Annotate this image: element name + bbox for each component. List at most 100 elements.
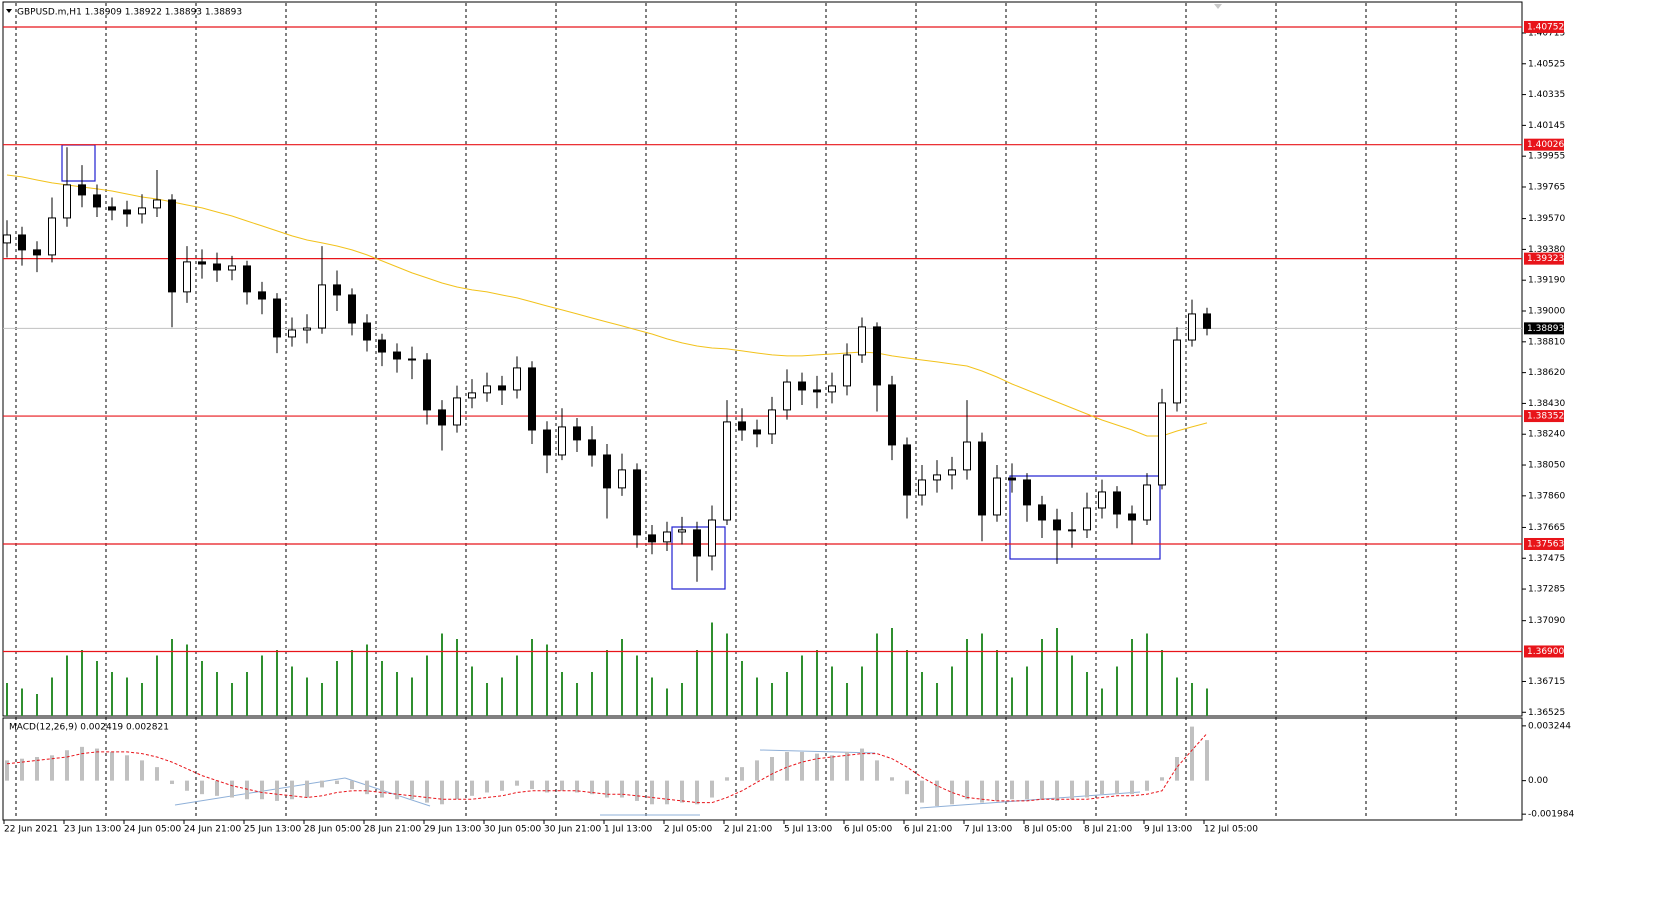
candle-body bbox=[3, 234, 11, 244]
volume-bar bbox=[681, 683, 683, 716]
y-tick-label: 0.00 bbox=[1528, 776, 1548, 786]
candle-body bbox=[1053, 519, 1061, 531]
macd-bar bbox=[530, 780, 534, 790]
volume-bar bbox=[771, 683, 773, 716]
candle-body bbox=[1083, 507, 1091, 531]
macd-title: MACD(12,26,9) 0.002419 0.002821 bbox=[9, 723, 169, 733]
level-label-bg bbox=[1524, 645, 1564, 658]
macd-bar bbox=[35, 757, 39, 781]
y-tick-label: 1.37860 bbox=[1528, 491, 1565, 501]
volume-bar bbox=[366, 644, 368, 716]
volume-bar bbox=[426, 655, 428, 716]
candle-body bbox=[888, 384, 896, 446]
level-label-bg bbox=[1524, 252, 1564, 265]
candle-body bbox=[783, 381, 791, 411]
candle-body bbox=[108, 206, 116, 211]
candle-body bbox=[18, 234, 26, 251]
macd-bar bbox=[560, 780, 564, 791]
y-tick-label: 1.40525 bbox=[1528, 59, 1565, 69]
y-tick-label: 1.40145 bbox=[1528, 121, 1565, 131]
candle-body bbox=[168, 199, 176, 293]
volume-bar bbox=[1206, 688, 1208, 716]
macd-bar bbox=[200, 780, 204, 795]
candle-body bbox=[1038, 504, 1046, 521]
volume-bar bbox=[936, 683, 938, 716]
volume-bar bbox=[1131, 639, 1133, 716]
macd-bar bbox=[455, 780, 459, 800]
volume-bar bbox=[276, 650, 278, 716]
volume-bar bbox=[201, 661, 203, 716]
candle-body bbox=[678, 529, 686, 533]
y-tick-label: 1.37090 bbox=[1528, 616, 1565, 626]
candle-body bbox=[198, 261, 206, 265]
candle-body bbox=[153, 199, 161, 209]
volume-bar bbox=[171, 639, 173, 716]
macd-bar bbox=[785, 751, 789, 781]
volume-bar bbox=[96, 661, 98, 716]
level-label: 1.40026 bbox=[1527, 140, 1564, 150]
candle-body bbox=[138, 207, 146, 215]
macd-bar bbox=[350, 780, 354, 790]
candle-body bbox=[303, 327, 311, 331]
candle-body bbox=[483, 385, 491, 394]
candle-body bbox=[363, 322, 371, 341]
volume-bar bbox=[531, 639, 533, 716]
menu-arrow[interactable] bbox=[6, 9, 12, 13]
volume-bar bbox=[921, 672, 923, 716]
macd-bar bbox=[125, 755, 129, 781]
macd-bar bbox=[995, 780, 999, 801]
volume-bar bbox=[981, 633, 983, 716]
candle-body bbox=[348, 294, 356, 324]
macd-bar bbox=[815, 753, 819, 781]
macd-bar bbox=[215, 780, 219, 796]
chart-title: GBPUSD.m,H1 1.38909 1.38922 1.38893 1.38… bbox=[17, 8, 242, 18]
macd-bar bbox=[545, 780, 549, 793]
volume-bar bbox=[36, 694, 38, 716]
volume-bar bbox=[666, 688, 668, 716]
level-label: 1.37563 bbox=[1527, 539, 1564, 549]
volume-bar bbox=[891, 628, 893, 716]
macd-bar bbox=[290, 780, 294, 800]
volume-bar bbox=[696, 650, 698, 716]
volume-bar bbox=[441, 633, 443, 716]
candle-body bbox=[543, 429, 551, 456]
macd-bar bbox=[1085, 780, 1089, 798]
candle-body bbox=[768, 409, 776, 435]
candle-body bbox=[753, 429, 761, 435]
macd-bar bbox=[1115, 780, 1119, 795]
macd-bar bbox=[335, 780, 339, 785]
macd-bar bbox=[950, 780, 954, 805]
candle-body bbox=[453, 397, 461, 426]
x-tick-label: 23 Jun 13:00 bbox=[64, 825, 121, 835]
macd-bar bbox=[680, 780, 684, 803]
volume-bar bbox=[876, 633, 878, 716]
level-label-bg bbox=[1524, 410, 1564, 423]
volume-bar bbox=[111, 672, 113, 716]
volume-bar bbox=[756, 677, 758, 716]
volume-bar bbox=[816, 650, 818, 716]
candle-body bbox=[78, 184, 86, 196]
volume-bar bbox=[51, 677, 53, 716]
volume-bar bbox=[606, 650, 608, 716]
candle-body bbox=[408, 358, 416, 361]
macd-bar bbox=[860, 748, 864, 781]
volume-bar bbox=[471, 666, 473, 716]
x-tick-label: 8 Jul 05:00 bbox=[1024, 825, 1073, 835]
candle-body bbox=[558, 426, 566, 456]
y-tick-label: 1.38810 bbox=[1528, 337, 1565, 347]
candle-body bbox=[318, 284, 326, 329]
macd-bar bbox=[665, 780, 669, 805]
candle-body bbox=[438, 409, 446, 426]
main-pane bbox=[2, 1, 1523, 717]
candle-body bbox=[243, 265, 251, 293]
macd-bar bbox=[1010, 780, 1014, 800]
volume-bar bbox=[576, 683, 578, 716]
macd-bar bbox=[1160, 777, 1164, 781]
y-tick-label: 1.38240 bbox=[1528, 430, 1565, 440]
volume-bar bbox=[1116, 666, 1118, 716]
macd-bar bbox=[1205, 740, 1209, 781]
volume-bar bbox=[1041, 639, 1043, 716]
volume-bar bbox=[966, 639, 968, 716]
y-tick-label: 1.36525 bbox=[1528, 708, 1565, 718]
candle-body bbox=[1173, 339, 1181, 404]
